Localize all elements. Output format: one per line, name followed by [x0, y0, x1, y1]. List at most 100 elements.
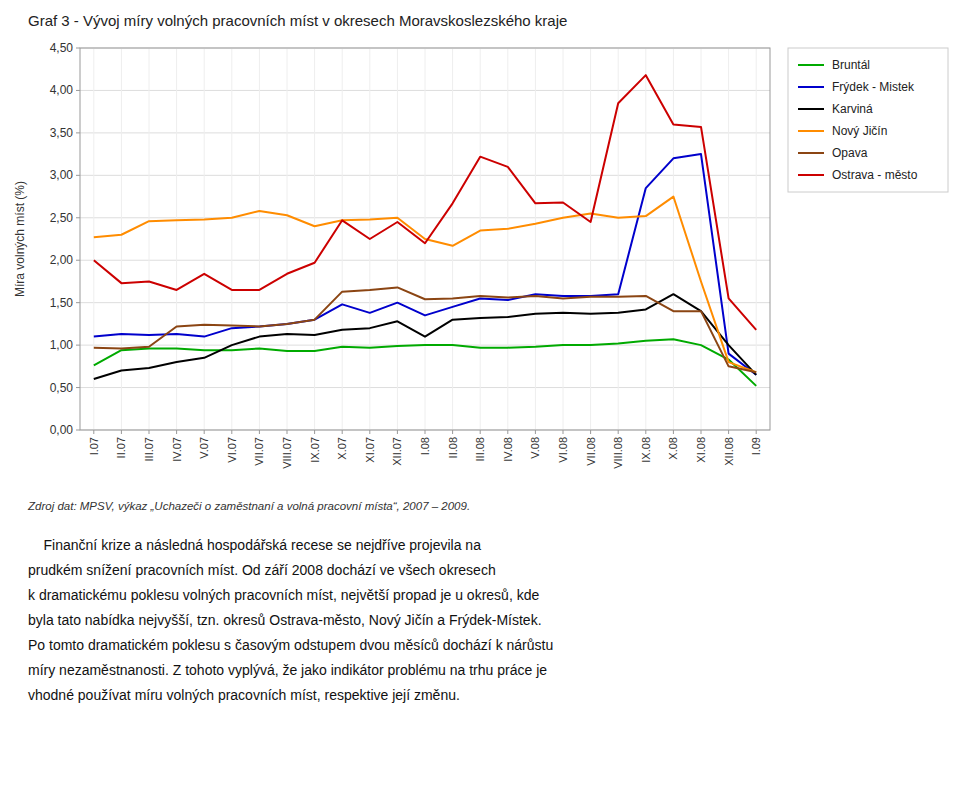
y-tick	[76, 48, 80, 49]
y-tick	[76, 217, 80, 218]
x-tick-label: IX.07	[309, 437, 321, 463]
x-tick	[342, 430, 343, 434]
lines	[94, 75, 756, 386]
x-tick-label: VIII.08	[612, 437, 624, 469]
x-tick	[314, 430, 315, 434]
x-tick	[728, 430, 729, 434]
series-line	[94, 197, 756, 373]
x-tick	[287, 430, 288, 434]
legend-label: Bruntál	[832, 58, 870, 72]
y-tick-label: 3,00	[50, 168, 74, 182]
y-tick	[76, 387, 80, 388]
legend-swatch	[798, 152, 824, 154]
x-tick-label: II.07	[115, 437, 127, 458]
y-tick	[76, 430, 80, 431]
x-tick-label: X.07	[336, 437, 348, 460]
y-tick-label: 1,00	[50, 338, 74, 352]
x-tick-label: I.08	[419, 437, 431, 455]
x-tick	[204, 430, 205, 434]
x-tick	[645, 430, 646, 434]
legend-swatch	[798, 86, 824, 88]
x-grid-line	[673, 48, 674, 430]
x-tick-label: XII.07	[391, 437, 403, 466]
x-grid-line	[314, 48, 315, 430]
x-tick-label: III.07	[143, 437, 155, 461]
x-tick	[452, 430, 453, 434]
y-axis: 0,000,501,001,502,002,503,003,504,004,50	[50, 41, 80, 437]
grid	[80, 48, 770, 430]
x-grid-line	[259, 48, 260, 430]
x-tick	[618, 430, 619, 434]
x-grid-line	[149, 48, 150, 430]
x-tick-label: XII.08	[723, 437, 735, 466]
body-line: Finanční krize a následná hospodářská re…	[28, 537, 481, 553]
y-axis-label: Míra volných míst (%)	[13, 181, 27, 297]
x-tick-label: VIII.07	[281, 437, 293, 469]
series-line	[94, 294, 756, 379]
x-tick-label: II.08	[447, 437, 459, 458]
x-tick	[701, 430, 702, 434]
y-tick-label: 2,50	[50, 211, 74, 225]
x-tick-label: XI.08	[695, 437, 707, 463]
x-tick	[507, 430, 508, 434]
x-tick	[149, 430, 150, 434]
x-tick-label: VI.07	[226, 437, 238, 463]
body-line: byla tato nabídka nejvyšší, tzn. okresů …	[28, 612, 542, 628]
x-axis: I.07II.07III.07IV.07V.07VI.07VII.07VIII.…	[88, 430, 762, 469]
source-text: Zdroj dat: MPSV, výkaz „Uchazeči o zaměs…	[27, 500, 470, 512]
x-tick-label: IV.07	[171, 437, 183, 462]
x-tick	[535, 430, 536, 434]
title: Graf 3 - Vývoj míry volných pracovních m…	[28, 12, 567, 29]
x-grid-line	[176, 48, 177, 430]
series-line	[94, 339, 756, 386]
legend-label: Opava	[832, 146, 868, 160]
x-tick	[397, 430, 398, 434]
x-grid-line	[342, 48, 343, 430]
body-text: Finanční krize a následná hospodářská re…	[28, 537, 553, 703]
x-tick	[231, 430, 232, 434]
y-tick-label: 0,50	[50, 381, 74, 395]
x-grid-line	[452, 48, 453, 430]
y-tick	[76, 302, 80, 303]
x-tick-label: VII.07	[253, 437, 265, 466]
y-tick	[76, 175, 80, 176]
legend-swatch	[798, 108, 824, 110]
x-grid-line	[590, 48, 591, 430]
x-tick-label: V.07	[198, 437, 210, 459]
body-line: k dramatickému poklesu volných pracovníc…	[28, 587, 539, 603]
body-line: vhodné používat míru volných pracovních …	[28, 687, 460, 703]
x-grid-line	[231, 48, 232, 430]
legend-swatch	[798, 64, 824, 66]
x-tick	[563, 430, 564, 434]
x-tick	[425, 430, 426, 434]
plot-frame	[80, 48, 770, 430]
y-tick	[76, 260, 80, 261]
body-line: Po tomto dramatickém poklesu s časovým o…	[28, 637, 553, 653]
x-grid-line	[121, 48, 122, 430]
x-tick	[480, 430, 481, 434]
x-tick-label: VII.08	[585, 437, 597, 466]
x-tick	[176, 430, 177, 434]
x-tick-label: III.08	[474, 437, 486, 461]
legend-swatch	[798, 174, 824, 176]
x-grid-line	[93, 48, 94, 430]
legend: BruntálFrýdek - MistekKarvináNový JičínO…	[788, 48, 948, 192]
x-grid-line	[480, 48, 481, 430]
y-tick-label: 2,00	[50, 253, 74, 267]
x-grid-line	[535, 48, 536, 430]
x-grid-line	[563, 48, 564, 430]
x-tick-label: X.08	[667, 437, 679, 460]
legend-label: Ostrava - město	[832, 168, 918, 182]
chart: Graf 3 - Vývoj míry volných pracovních m…	[0, 0, 960, 801]
x-grid-line	[204, 48, 205, 430]
y-tick-label: 1,50	[50, 296, 74, 310]
x-tick	[369, 430, 370, 434]
x-tick-label: XI.07	[364, 437, 376, 463]
x-grid-line	[728, 48, 729, 430]
y-tick-label: 0,00	[50, 423, 74, 437]
body-line: prudkém snížení pracovních míst. Od září…	[28, 562, 496, 578]
body-line: míry nezaměstnanosti. Z tohoto vyplývá, …	[28, 662, 547, 678]
y-tick	[76, 345, 80, 346]
legend-swatch	[798, 130, 824, 132]
series-line	[94, 154, 756, 375]
